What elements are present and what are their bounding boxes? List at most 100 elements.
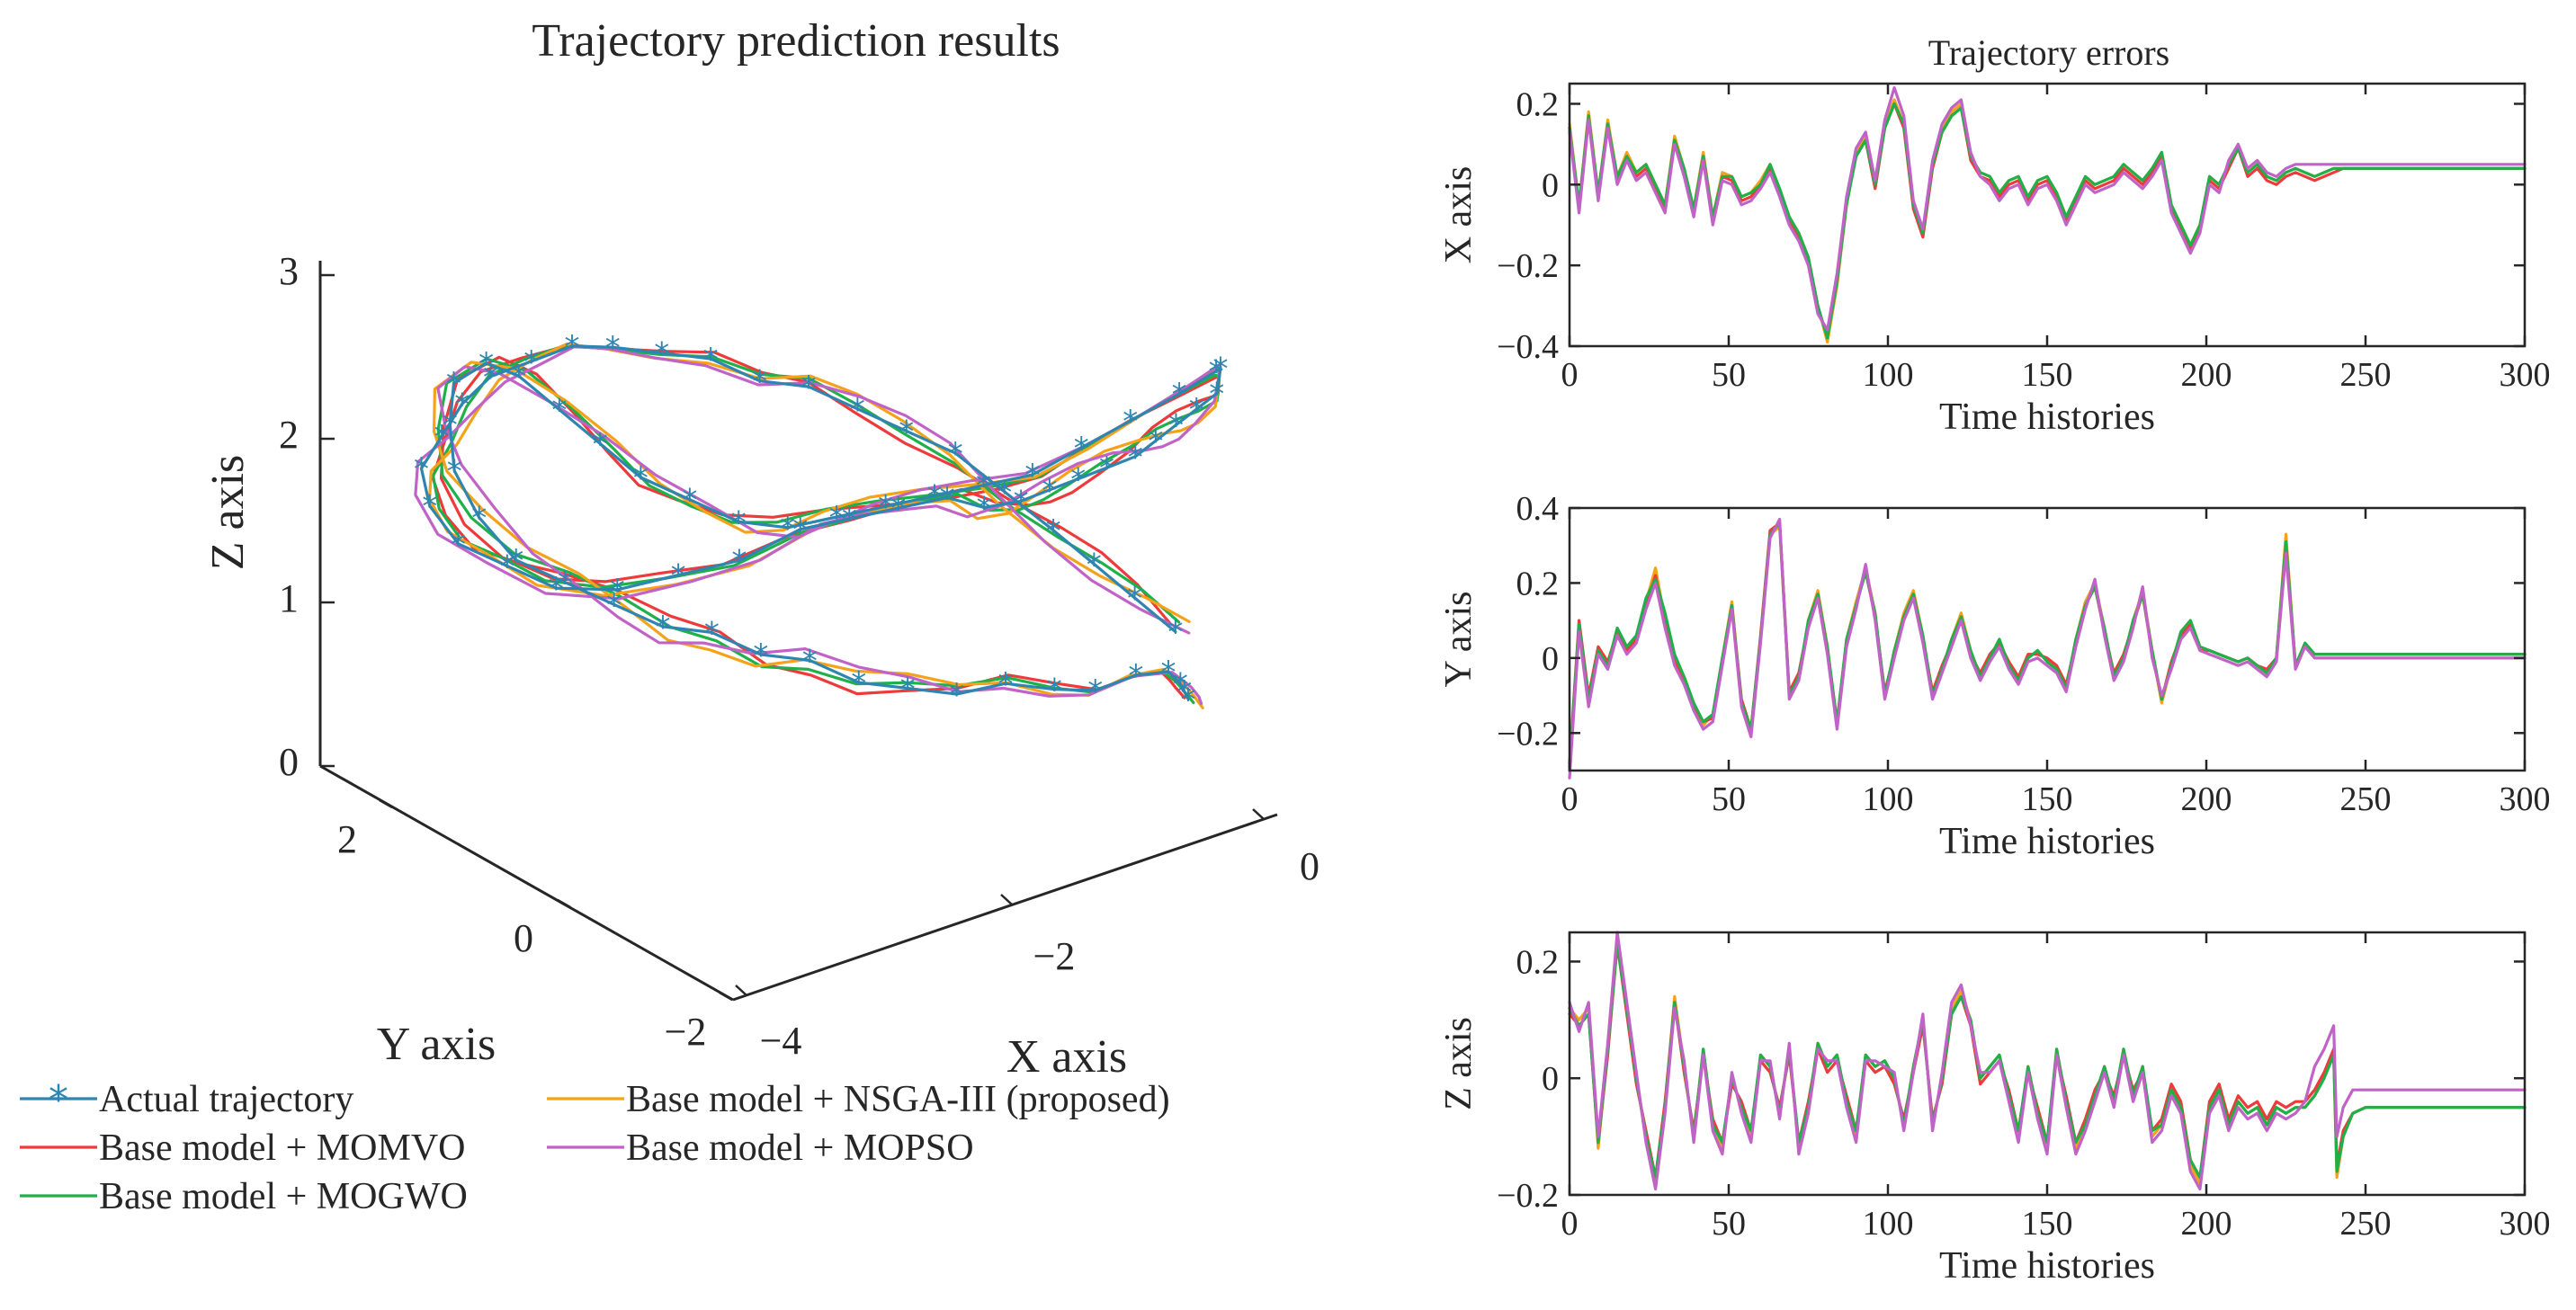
legend-label-momvo: Base model + MOMVO (99, 1127, 466, 1169)
actual-marker: * (1123, 404, 1138, 440)
actual-marker: * (1070, 462, 1086, 498)
legend-label-mopso: Base model + MOPSO (626, 1127, 974, 1169)
actual-marker: * (802, 643, 818, 679)
actual-marker: * (752, 364, 767, 400)
actual-marker: * (1047, 673, 1062, 708)
x-axis-label: Time histories (1939, 1245, 2155, 1287)
x-tick-label: 150 (2022, 356, 2073, 394)
series-line-actual (419, 344, 1222, 701)
actual-marker: * (900, 672, 916, 708)
y-axis-label: Z axis (1438, 1017, 1480, 1110)
actual-marker: * (1087, 673, 1103, 709)
actual-marker: * (1046, 513, 1061, 549)
actual-marker: * (753, 637, 768, 673)
x-tick-label: 0 (1561, 356, 1579, 394)
actual-marker: * (414, 451, 429, 487)
actual-marker: * (446, 366, 461, 402)
y-tick-label: −2 (665, 1010, 707, 1054)
series-line-mopso (1568, 85, 2527, 332)
actual-marker: * (1209, 377, 1224, 413)
x-tick-label: 300 (2500, 1205, 2551, 1243)
x-axis-label: Time histories (1939, 821, 2155, 862)
x-tick-label: 200 (2181, 780, 2232, 818)
actual-marker: * (483, 360, 498, 396)
actual-marker: * (704, 615, 720, 651)
legend: * Actual trajectory Base model + MOMVO B… (20, 1077, 1170, 1217)
legend-item-momvo: Base model + MOMVO (20, 1127, 466, 1169)
actual-marker: * (976, 468, 991, 504)
x-tick-label: 0 (1561, 1205, 1579, 1243)
actual-marker: * (1128, 440, 1143, 476)
y-tick-label: 0 (514, 916, 533, 960)
actual-marker: * (1127, 581, 1142, 617)
actual-marker: * (801, 370, 817, 405)
actual-marker: * (780, 511, 795, 547)
actual-marker: * (1042, 473, 1057, 509)
x-tick-label: −4 (760, 1019, 802, 1063)
actual-marker: * (558, 566, 573, 602)
actual-marker: * (1173, 667, 1188, 703)
z-tick-label: 3 (279, 249, 299, 293)
x-tick-label: 50 (1712, 780, 1746, 818)
legend-item-mogwo: Base model + MOGWO (20, 1176, 468, 1217)
y-tick-label: 0 (1542, 1060, 1559, 1098)
actual-marker: * (1148, 423, 1163, 459)
y-tick-label: 0.4 (1516, 490, 1560, 528)
series-line-nsga (1568, 525, 2527, 772)
plot3d-title: Trajectory prediction results (532, 15, 1060, 67)
x-axis-line (732, 813, 1278, 1002)
legend-item-mopso: Base model + MOPSO (547, 1127, 974, 1169)
actual-marker: * (940, 481, 955, 517)
y-tick-label: −0.2 (1497, 1177, 1559, 1215)
actual-marker: * (949, 677, 964, 713)
actual-marker: * (1087, 547, 1102, 583)
actual-marker: * (454, 387, 470, 423)
actual-marker: * (523, 344, 539, 380)
actual-marker: * (605, 330, 621, 366)
x-tick-label: 250 (2340, 1205, 2392, 1243)
actual-marker: * (447, 454, 462, 490)
actual-marker: * (671, 558, 686, 594)
y-tick-label: 0.2 (1516, 943, 1560, 981)
x-tick-label: 250 (2340, 780, 2392, 818)
actual-marker: * (551, 393, 567, 429)
z-tick-label: 2 (279, 413, 299, 457)
plot3d: Trajectory prediction results 0 1 2 3 Z … (202, 15, 1319, 1083)
x-tick-label: 150 (2022, 780, 2073, 818)
actual-marker: * (927, 479, 943, 515)
actual-marker: * (1074, 431, 1089, 467)
actual-marker: * (499, 548, 514, 584)
actual-marker: * (792, 512, 808, 548)
actual-marker: * (508, 543, 523, 579)
actual-marker: * (1161, 655, 1176, 691)
plot-frame (1568, 506, 2527, 772)
y-tick-label: 0 (1542, 166, 1559, 204)
series-line-mogwo (1568, 521, 2527, 769)
actual-marker: * (948, 436, 963, 472)
x-tick-label: 100 (1863, 1205, 1914, 1243)
actual-marker: * (549, 571, 564, 607)
x-tick-label: 0 (1561, 780, 1579, 818)
actual-markers: *********************** * * ** * * * * * * * * * * * * *… (414, 329, 1229, 718)
actual-marker: * (1181, 682, 1196, 718)
actual-marker: * (1024, 458, 1040, 494)
y-tick-label: 0 (1542, 640, 1559, 678)
actual-marker: * (899, 414, 914, 450)
y-tick-label: 0.2 (1516, 565, 1560, 602)
actual-marker: * (1099, 450, 1114, 486)
x-tick-label: 0 (1300, 844, 1319, 888)
actual-marker: * (422, 489, 437, 525)
actual-marker: * (633, 460, 648, 496)
actual-marker: * (1189, 392, 1204, 428)
x-tick-label: 200 (2181, 356, 2232, 394)
actual-marker: * (443, 407, 458, 443)
actual-marker: * (842, 502, 857, 538)
legend-marker-star: * (49, 1077, 68, 1123)
y-tick-label: −0.2 (1497, 247, 1559, 285)
actual-marker: * (1014, 484, 1029, 520)
actual-marker: * (1176, 674, 1192, 710)
legend-label-actual: Actual trajectory (99, 1079, 353, 1120)
x-tick-label: 50 (1712, 1205, 1746, 1243)
actual-marker: * (682, 483, 697, 519)
